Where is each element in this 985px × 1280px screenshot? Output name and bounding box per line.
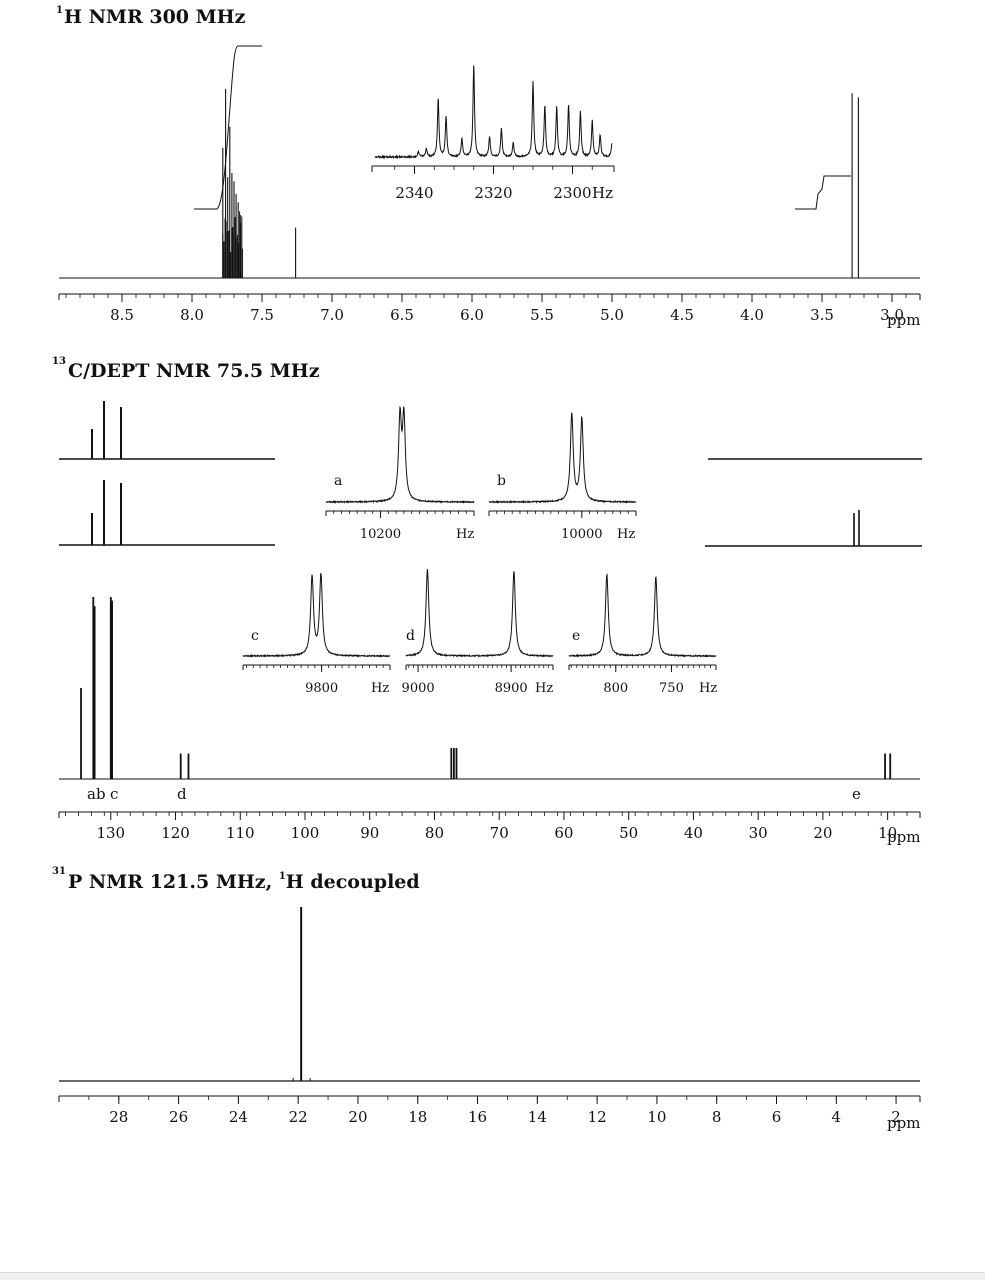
c-inset-b-spectrum [488, 412, 637, 504]
c-axis-unit: ppm [887, 828, 920, 846]
p-tick-label: 6 [772, 1108, 782, 1126]
c-inset-a-letter: a [334, 473, 342, 489]
p-tick-label: 16 [468, 1108, 487, 1126]
c-peak-label-c: c [110, 785, 118, 803]
c-tick-label: 10 [878, 824, 897, 842]
p-title-part2: H decoupled [286, 871, 420, 893]
p-tick-label: 12 [588, 1108, 607, 1126]
c-inset-c-letter: c [251, 628, 259, 644]
h-tick-label: 8.0 [180, 306, 204, 324]
h-tick-label: 5.5 [530, 306, 554, 324]
h-inset-unit: Hz [592, 184, 613, 202]
c-inset-d-unit: Hz [535, 681, 553, 696]
c-tick-label: 110 [226, 824, 255, 842]
c-inset-e-unit: Hz [699, 681, 717, 696]
p-tick-label: 14 [528, 1108, 547, 1126]
c-inset-a-tick-label: 10200 [360, 527, 401, 542]
h-title-superscript: 1 [56, 5, 63, 16]
c-peak-label-ab: ab [87, 785, 106, 803]
p-axis-unit: ppm [887, 1114, 920, 1132]
h-integral-methyl [795, 175, 851, 210]
p-tick-label: 10 [647, 1108, 666, 1126]
h-nmr-title: H NMR 300 MHz [64, 6, 246, 28]
c-tick-label: 100 [291, 824, 320, 842]
p-title-superscript: 31 [52, 866, 66, 877]
h-inset-tick-label: 2320 [474, 184, 512, 202]
c-tick-label: 40 [684, 824, 703, 842]
c-peak-label-d: d [177, 785, 187, 803]
h-tick-label: 5.0 [600, 306, 624, 324]
c-tick-label: 80 [425, 824, 444, 842]
h-axis-unit: ppm [887, 311, 920, 329]
c-title-superscript: 13 [52, 356, 66, 367]
h-tick-label: 6.0 [460, 306, 484, 324]
p-nmr-title: P NMR 121.5 MHz, 1H decoupled [68, 871, 420, 893]
h-inset-tick-label: 2300 [553, 184, 591, 202]
c-inset-c-tick-label: 9800 [305, 681, 338, 696]
h-inset-tick-label: 2340 [395, 184, 433, 202]
c-inset-b-letter: b [497, 473, 506, 489]
c-inset-d-spectrum [405, 569, 554, 658]
c-inset-a-spectrum [325, 405, 475, 504]
c-inset-d-tick-label: 9000 [402, 681, 435, 696]
p-tick-label: 20 [348, 1108, 367, 1126]
p-tick-label: 28 [109, 1108, 128, 1126]
c-inset-a-unit: Hz [456, 527, 474, 542]
c-tick-label: 90 [360, 824, 379, 842]
c-tick-label: 20 [813, 824, 832, 842]
c-tick-label: 70 [490, 824, 509, 842]
h-integral-aromatic [194, 45, 262, 210]
c-inset-c-spectrum [242, 573, 391, 658]
p-tick-label: 2 [891, 1108, 901, 1126]
c-tick-label: 60 [554, 824, 573, 842]
h-tick-label: 7.5 [250, 306, 274, 324]
p-tick-label: 8 [712, 1108, 722, 1126]
c-inset-c-unit: Hz [371, 681, 389, 696]
c-peak-label-e: e [852, 785, 861, 803]
h-tick-label: 4.0 [740, 306, 764, 324]
c-tick-label: 130 [96, 824, 125, 842]
c-inset-e-letter: e [572, 628, 580, 644]
c-tick-label: 120 [161, 824, 190, 842]
h-tick-label: 4.5 [670, 306, 694, 324]
c-inset-e-tick-label: 750 [659, 681, 684, 696]
p-tick-label: 26 [169, 1108, 188, 1126]
h-tick-label: 3.5 [810, 306, 834, 324]
h-tick-label: 3.0 [880, 306, 904, 324]
p-title-part1: P NMR 121.5 MHz, [68, 871, 279, 893]
p-tick-label: 18 [408, 1108, 427, 1126]
c-tick-label: 50 [619, 824, 638, 842]
c-nmr-title: C/DEPT NMR 75.5 MHz [68, 360, 320, 382]
h-inset-spectrum [374, 65, 613, 160]
c-tick-label: 30 [749, 824, 768, 842]
c-inset-d-tick-label: 8900 [495, 681, 528, 696]
p-tick-label: 22 [289, 1108, 308, 1126]
p-tick-label: 4 [832, 1108, 842, 1126]
p-tick-label: 24 [229, 1108, 248, 1126]
h-tick-label: 6.5 [390, 306, 414, 324]
h-tick-label: 7.0 [320, 306, 344, 324]
c-inset-d-letter: d [406, 628, 415, 644]
bottom-scroll-bar [0, 1272, 985, 1280]
c-inset-e-spectrum [568, 573, 717, 658]
c-inset-e-tick-label: 800 [603, 681, 628, 696]
c-inset-b-unit: Hz [617, 527, 635, 542]
c-inset-b-tick-label: 10000 [561, 527, 602, 542]
p-title-superscript2: 1 [279, 871, 286, 882]
h-tick-label: 8.5 [110, 306, 134, 324]
